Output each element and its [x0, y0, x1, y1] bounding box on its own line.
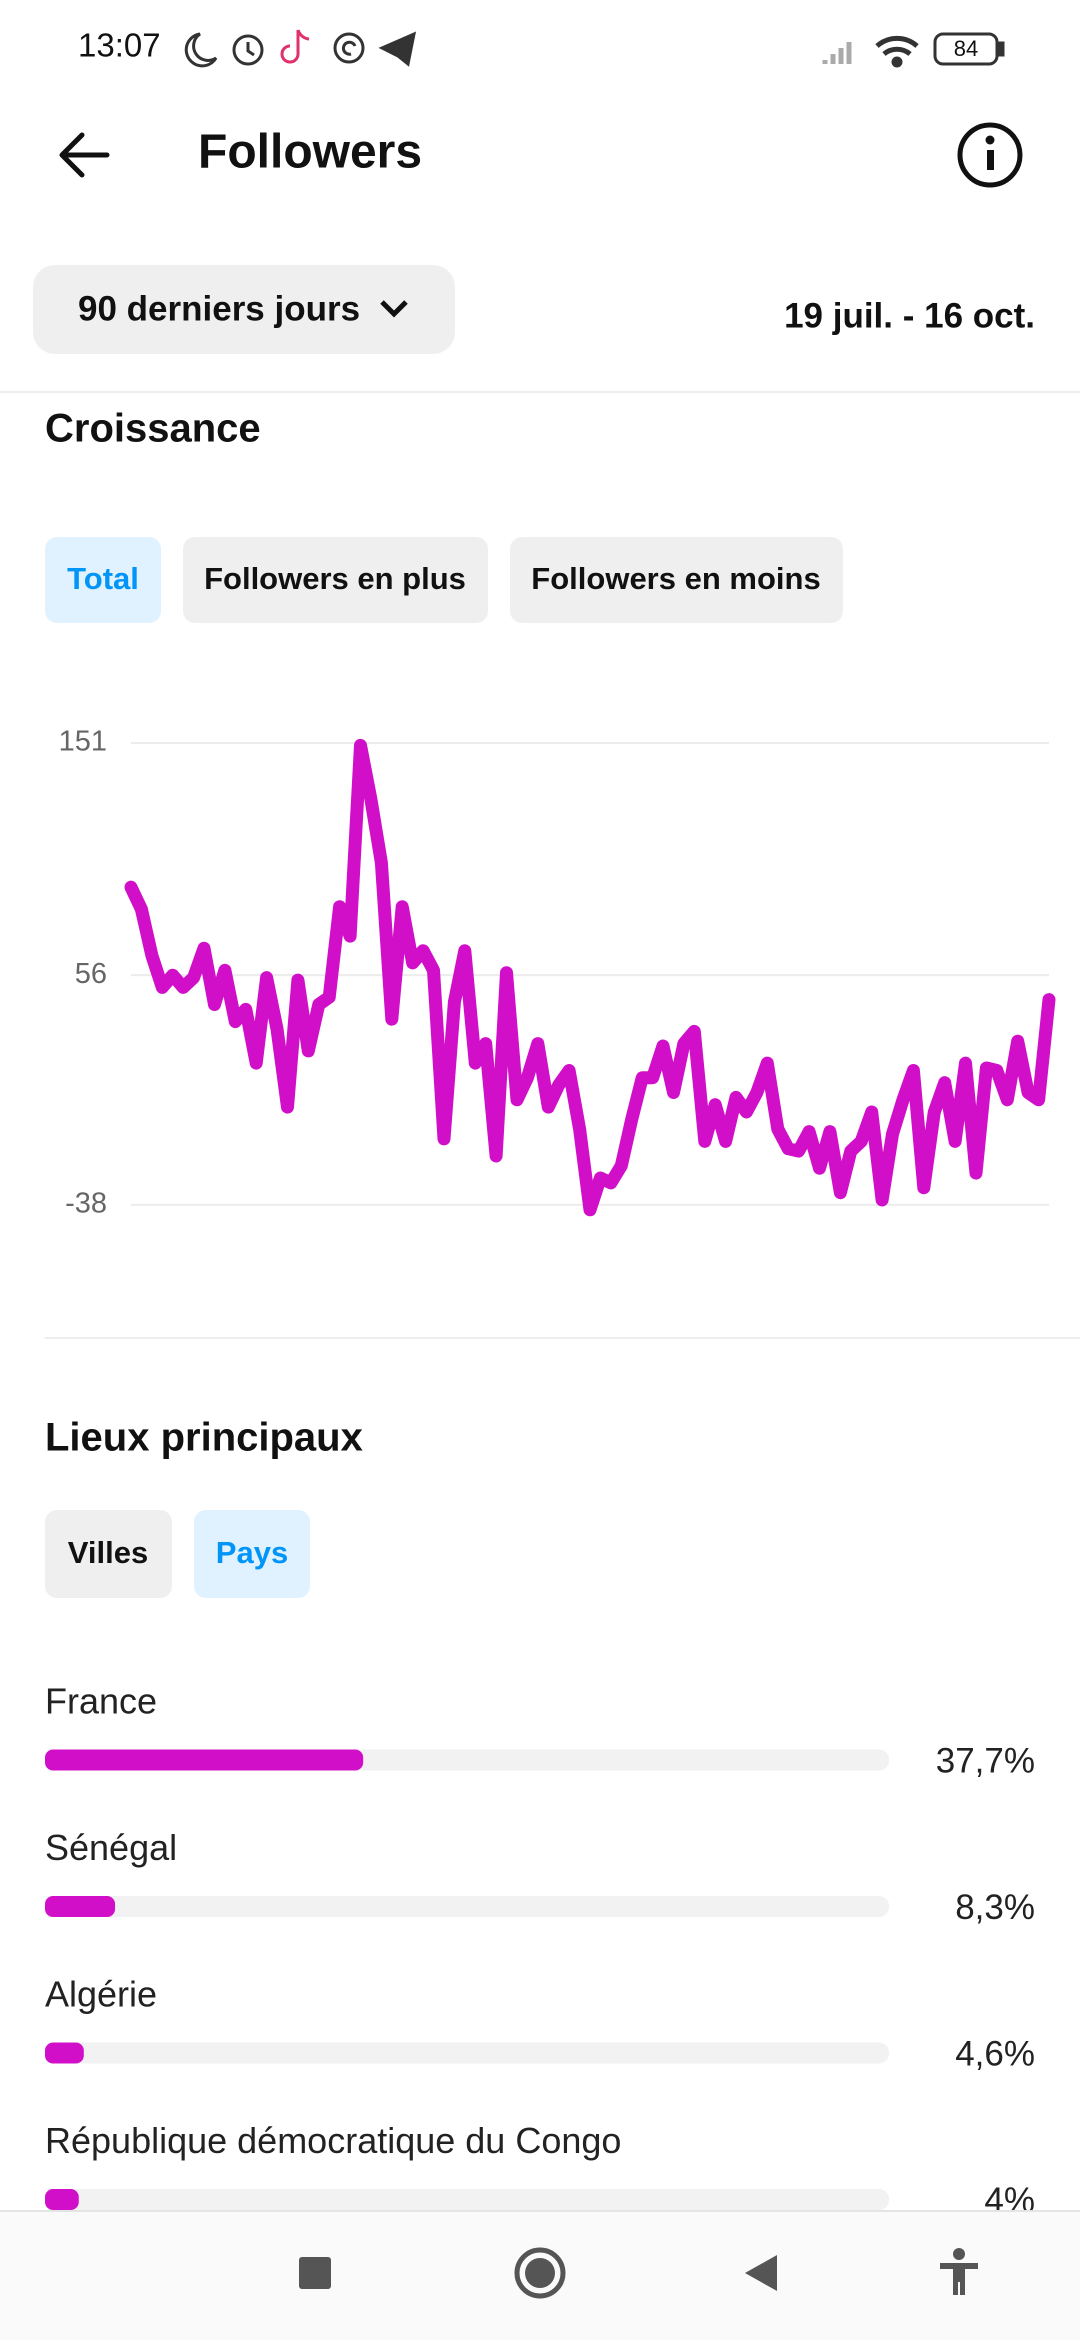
bar: [45, 2189, 79, 2210]
tab[interactable]: [510, 537, 843, 623]
y-tick-label: 151: [59, 726, 107, 758]
bar-track: [45, 2042, 889, 2064]
status-time: 13:07: [78, 27, 161, 64]
nav-home[interactable]: [514, 2247, 566, 2299]
nav-recents[interactable]: [299, 2257, 331, 2289]
tab-label: Followers en moins: [531, 561, 820, 596]
status-icons: [184, 29, 1005, 68]
value-label: 4,6%: [955, 2034, 1035, 2073]
bar: [45, 1896, 116, 1917]
growth-line: [124, 738, 1056, 1217]
tab[interactable]: [183, 537, 488, 623]
nav-accessibility[interactable]: [940, 2248, 978, 2295]
country-label: Algérie: [45, 1974, 157, 2015]
value-label: 37,7%: [936, 1741, 1035, 1780]
charts: -38 56 151 France 37,7% Sénégal 8,3% Algérie 4,6…: [45, 726, 1056, 2220]
period-dropdown[interactable]: [33, 265, 455, 354]
nav-back[interactable]: [745, 2255, 777, 2291]
bar: [45, 1749, 364, 1771]
tab-label: Total: [67, 561, 139, 596]
tab-label: Villes: [68, 1535, 148, 1570]
info-button[interactable]: [957, 122, 1023, 188]
nav-bar: [0, 2210, 1080, 2340]
bar: [45, 2042, 84, 2064]
tab-label: Followers en plus: [204, 561, 466, 596]
tab-label: Pays: [216, 1535, 288, 1570]
section-title: Lieux principaux: [45, 1416, 363, 1460]
dropdown-chevron: [380, 300, 408, 318]
period-label: 90 derniers jours: [78, 289, 360, 328]
tab[interactable]: [45, 537, 161, 623]
country-label: France: [45, 1681, 157, 1722]
date-range: 19 juil. - 16 oct.: [784, 296, 1035, 335]
y-tick-label: -38: [65, 1188, 107, 1220]
battery-level: 84: [954, 36, 978, 61]
tab[interactable]: [194, 1510, 310, 1598]
section-title: Croissance: [45, 407, 261, 451]
back-button[interactable]: [59, 132, 110, 178]
bar-track: [45, 1896, 889, 1917]
tab[interactable]: [45, 1510, 172, 1598]
country-label: République démocratique du Congo: [45, 2120, 621, 2161]
country-label: Sénégal: [45, 1827, 177, 1868]
bar-track: [45, 2189, 889, 2210]
page-title: Followers: [198, 126, 422, 179]
value-label: 8,3%: [955, 1888, 1035, 1927]
y-tick-label: 56: [75, 958, 107, 990]
